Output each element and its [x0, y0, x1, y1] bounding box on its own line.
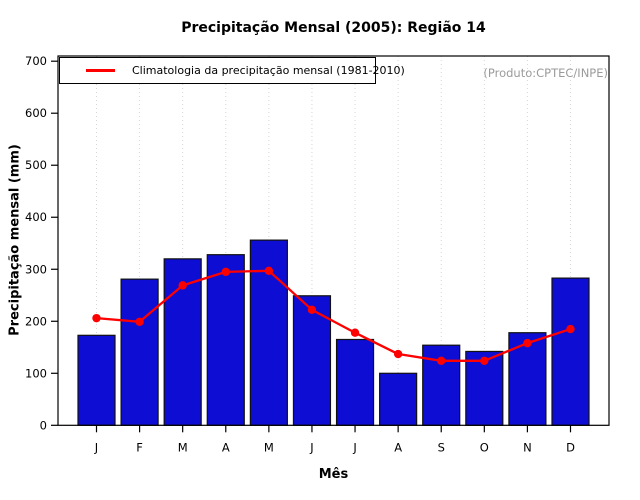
x-tick-label: M	[264, 440, 274, 454]
climatology-point-5	[307, 305, 317, 315]
x-tick-label: A	[222, 440, 230, 454]
climatology-point-7	[393, 349, 403, 359]
climatology-point-11	[566, 324, 575, 334]
climatology-point-9	[480, 356, 489, 366]
bar-0	[77, 334, 116, 426]
climatology-point-4	[264, 266, 274, 276]
climatology-line	[96, 269, 571, 362]
climatology-point-6	[350, 328, 360, 337]
bar-7	[379, 372, 418, 426]
climatology-point-8	[437, 356, 446, 366]
x-tick-label: F	[136, 440, 143, 454]
product-credit-annotation: (Produto:CPTEC/INPE)	[483, 66, 608, 80]
bar-6	[335, 338, 375, 426]
y-tick-label: 500	[25, 158, 47, 172]
x-tick-label: N	[523, 440, 532, 454]
x-tick-label: J	[352, 440, 356, 454]
x-tick-label: M	[178, 440, 188, 454]
legend-label: Climatologia da precipitação mensal (198…	[132, 64, 405, 77]
x-tick-label: A	[394, 440, 402, 454]
x-tick-label: J	[309, 440, 313, 454]
x-tick-label: J	[94, 440, 98, 454]
y-tick-label: 700	[25, 54, 47, 68]
climatology-point-1	[135, 317, 144, 326]
climatology-point-0	[92, 313, 101, 323]
plot-box	[57, 55, 610, 426]
y-tick-label: 300	[25, 262, 47, 276]
y-tick-label: 100	[25, 366, 47, 380]
climatology-point-10	[523, 338, 532, 348]
legend: Climatologia da precipitação mensal (198…	[59, 57, 405, 84]
bar-5	[292, 295, 332, 426]
bar-3	[206, 254, 245, 426]
legend-line-swatch	[86, 69, 115, 72]
y-tick-label: 0	[40, 418, 47, 432]
bar-11	[551, 277, 590, 426]
y-tick-label: 600	[25, 106, 47, 120]
chart-title: Precipitação Mensal (2005): Região 14	[181, 20, 486, 36]
x-tick-label: D	[566, 440, 575, 454]
x-tick-label: O	[480, 440, 489, 454]
x-axis-label: Mês	[318, 467, 349, 482]
climatology-point-2	[178, 281, 187, 290]
x-tick-label: S	[438, 440, 445, 454]
y-tick-label: 400	[25, 210, 47, 224]
climatology-point-3	[221, 267, 230, 277]
bar-1	[120, 278, 159, 426]
y-tick-label: 200	[25, 314, 47, 328]
